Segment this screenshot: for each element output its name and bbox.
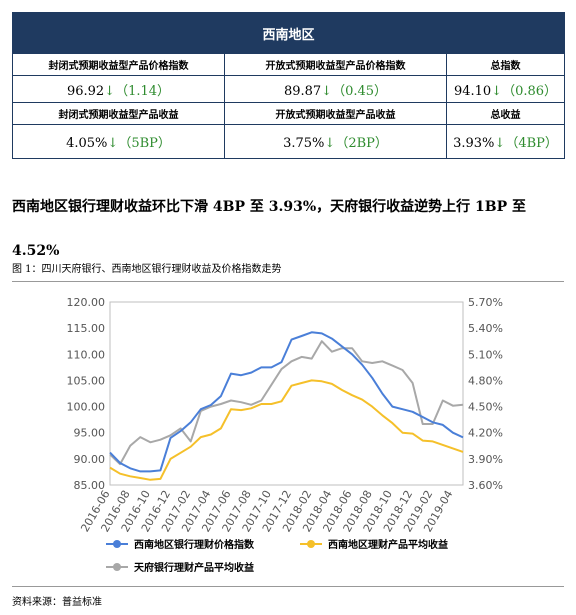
- down-arrow-icon: ↓: [321, 83, 333, 99]
- y-right-tick-label: 4.20%: [468, 427, 503, 440]
- line-chart: 85.00 90.00 95.00 100.00 105.00 110.00 115.00 1…: [67, 296, 503, 574]
- series-line-1: [109, 379, 464, 481]
- y-right-tick-label: 4.80%: [468, 374, 503, 387]
- legend-label: 西南地区银行理财价格指数: [134, 538, 255, 551]
- value-total-index: 94.10↓（0.86）: [446, 75, 565, 103]
- y-left-tick-label: 85.00: [74, 479, 106, 492]
- y-left-tick-label: 90.00: [74, 453, 106, 466]
- y-left-tick-label: 105.00: [67, 374, 106, 387]
- y-right-tick-label: 4.50%: [468, 401, 503, 414]
- label-total-yield: 总收益: [446, 102, 565, 125]
- series-line-2: [109, 340, 464, 466]
- down-arrow-icon: ↓: [104, 83, 116, 99]
- legend-marker: [307, 540, 315, 548]
- label-total-index: 总指数: [446, 53, 565, 76]
- legend-marker: [113, 563, 121, 571]
- label-closed-yield: 封闭式预期收益型产品收益: [12, 102, 225, 125]
- value-open-index: 89.87↓（0.45）: [224, 75, 447, 103]
- down-arrow-icon: ↓: [324, 136, 336, 151]
- y-left-tick-label: 100.00: [67, 401, 106, 414]
- y-right-tick-label: 5.70%: [468, 296, 503, 309]
- source-note: 资料来源：普益标准: [12, 586, 564, 608]
- down-arrow-icon: ↓: [494, 136, 506, 151]
- y-right-tick-label: 3.60%: [468, 479, 503, 492]
- figure-title: 图 1：四川天府银行、西南地区银行理财收益及价格指数走势: [12, 260, 564, 282]
- down-arrow-icon: ↓: [107, 136, 119, 151]
- series-line-0: [109, 331, 464, 473]
- table-title: 西南地区: [12, 12, 565, 54]
- label-open-index: 开放式预期收益型产品价格指数: [224, 53, 447, 76]
- label-open-yield: 开放式预期收益型产品收益: [224, 102, 447, 125]
- legend-label: 天府银行理财产品平均收益: [134, 561, 254, 574]
- label-closed-index: 封闭式预期收益型产品价格指数: [12, 53, 225, 76]
- value-closed-yield: 4.05%↓（5BP）: [12, 124, 225, 159]
- y-right-tick-label: 3.90%: [468, 453, 503, 466]
- down-arrow-icon: ↓: [491, 83, 503, 99]
- y-left-tick-label: 95.00: [74, 427, 106, 440]
- y-right-tick-label: 5.10%: [468, 348, 503, 361]
- y-left-tick-label: 120.00: [67, 296, 106, 309]
- summary-table: 西南地区 封闭式预期收益型产品价格指数 开放式预期收益型产品价格指数 总指数 9…: [12, 12, 565, 159]
- value-open-yield: 3.75%↓（2BP）: [224, 124, 447, 159]
- legend-label: 西南地区理财产品平均收益: [328, 538, 448, 551]
- value-total-yield: 3.93%↓（4BP）: [446, 124, 565, 159]
- y-left-tick-label: 115.00: [67, 322, 106, 335]
- plot-frame: [109, 301, 464, 486]
- value-closed-index: 96.92↓（1.14）: [12, 75, 225, 103]
- headline: 西南地区银行理财收益环比下滑 4BP 至 3.93%，天府银行收益逆势上行 1B…: [12, 199, 526, 259]
- legend-marker: [113, 540, 121, 548]
- y-right-tick-label: 5.40%: [468, 322, 503, 335]
- y-left-tick-label: 110.00: [67, 348, 106, 361]
